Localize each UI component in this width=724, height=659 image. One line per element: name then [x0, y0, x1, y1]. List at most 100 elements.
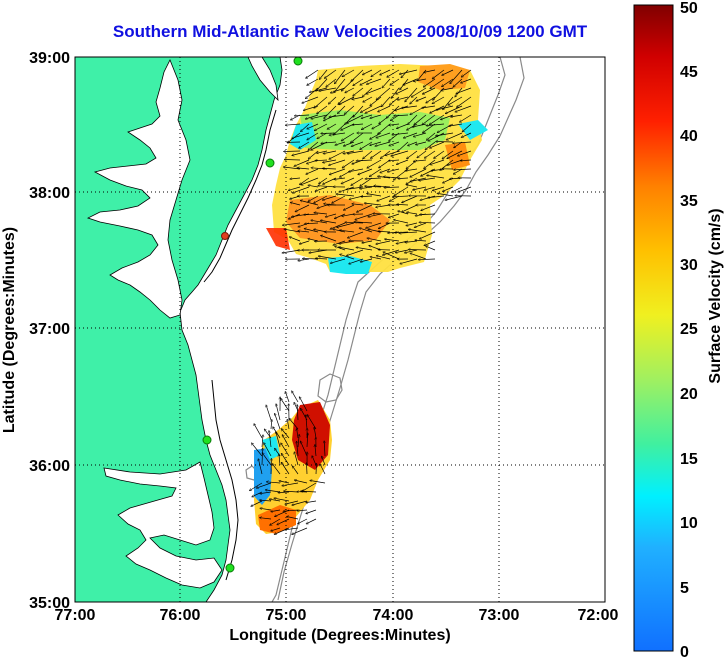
velocity-arrow — [315, 445, 316, 457]
velocity-arrow — [307, 433, 308, 448]
velocity-arrow — [326, 213, 337, 217]
velocity-arrow — [314, 213, 328, 215]
station-marker — [265, 158, 275, 168]
velocity-arrow — [454, 169, 472, 170]
velocity-arrow — [321, 141, 337, 143]
velocity-arrow — [292, 527, 308, 534]
velocity-arrow — [290, 237, 301, 242]
velocity-arrow — [316, 78, 328, 91]
velocity-arrow — [423, 123, 436, 133]
velocity-arrow — [446, 105, 463, 114]
velocity-arrow — [276, 404, 281, 421]
velocity-arrow — [461, 132, 472, 137]
velocity-arrow — [453, 78, 463, 87]
velocity-arrow — [432, 96, 445, 104]
velocity-arrow — [376, 132, 391, 138]
velocity-arrow — [271, 420, 272, 430]
velocity-arrow — [380, 69, 391, 75]
velocity-arrow — [355, 213, 373, 220]
velocity-arrow — [420, 214, 436, 215]
velocity-arrow — [384, 187, 400, 188]
velocity-arrow — [445, 195, 463, 200]
velocity-arrow — [297, 510, 308, 511]
station-marker — [202, 435, 212, 445]
velocity-arrow — [300, 397, 308, 412]
velocity-arrow — [360, 177, 373, 186]
velocity-arrow — [396, 249, 409, 253]
velocity-arrow — [275, 414, 281, 430]
velocity-arrow — [358, 168, 373, 175]
velocity-arrow — [407, 212, 418, 215]
velocity-arrow — [342, 159, 355, 168]
velocity-arrow — [370, 168, 382, 176]
velocity-arrow — [379, 114, 391, 124]
velocity-arrow — [437, 193, 454, 197]
velocity-arrow — [430, 141, 445, 148]
velocity-arrow — [315, 123, 328, 131]
chesapeake-bay — [86, 59, 191, 319]
velocity-arrow — [326, 78, 337, 87]
velocity-arrow — [388, 232, 400, 233]
velocity-arrow — [404, 132, 418, 138]
velocity-arrow — [292, 132, 310, 138]
velocity-arrow — [389, 213, 400, 218]
velocity-arrow — [449, 123, 463, 126]
velocity-arrow — [375, 141, 391, 146]
velocity-arrow — [342, 213, 355, 216]
velocity-arrow — [406, 222, 418, 226]
velocity-arrow — [356, 247, 373, 251]
velocity-arrow — [457, 96, 472, 107]
velocity-arrow — [360, 258, 373, 262]
velocity-arrow — [357, 204, 373, 212]
velocity-arrow — [286, 124, 301, 125]
velocity-arrow — [414, 132, 427, 137]
velocity-arrow — [297, 168, 310, 169]
velocity-arrow — [361, 105, 373, 112]
velocity-arrow — [353, 87, 364, 96]
velocity-arrow — [297, 405, 298, 421]
velocity-arrow — [307, 78, 319, 85]
velocity-arrow — [304, 229, 319, 233]
velocity-patch-south-cyan — [262, 436, 280, 460]
velocity-arrow — [426, 123, 445, 126]
velocity-arrow — [349, 258, 364, 264]
velocity-arrow — [319, 87, 337, 91]
velocity-arrow — [304, 105, 319, 110]
velocity-arrow — [345, 105, 355, 114]
velocity-arrow — [448, 96, 463, 105]
velocity-arrow — [301, 201, 319, 206]
velocity-arrow — [272, 464, 281, 475]
velocity-arrow — [414, 114, 427, 125]
colorbar-tick-label: 45 — [680, 64, 698, 81]
velocity-arrow — [283, 222, 301, 225]
velocity-arrow — [338, 105, 346, 113]
velocity-arrow — [260, 508, 272, 511]
velocity-arrow — [262, 435, 263, 448]
velocity-arrow — [270, 499, 281, 502]
velocity-arrow — [323, 195, 337, 200]
velocity-arrow — [384, 177, 400, 179]
y-tick-label: 38:00 — [29, 185, 70, 202]
velocity-arrow — [354, 222, 373, 224]
x-tick-label: 74:00 — [373, 607, 414, 624]
velocity-arrow — [320, 464, 326, 475]
velocity-arrow — [419, 259, 436, 260]
colorbar — [633, 4, 674, 652]
velocity-arrow — [282, 429, 290, 439]
y-tick-label: 35:00 — [29, 595, 70, 612]
velocity-arrow — [295, 480, 308, 484]
velocity-arrow — [349, 168, 364, 172]
velocity-arrow — [402, 204, 418, 212]
velocity-arrow — [331, 87, 346, 93]
velocity-arrow — [342, 132, 355, 141]
velocity-arrow — [306, 415, 307, 430]
velocity-arrow — [352, 96, 364, 99]
velocity-arrow — [405, 249, 418, 253]
velocity-arrow — [365, 105, 382, 113]
velocity-arrow — [436, 132, 454, 136]
velocity-arrow — [400, 69, 418, 74]
y-tick-label: 37:00 — [29, 321, 70, 338]
velocity-arrow — [430, 114, 445, 125]
velocity-arrow — [314, 195, 328, 203]
velocity-arrow — [366, 87, 382, 94]
